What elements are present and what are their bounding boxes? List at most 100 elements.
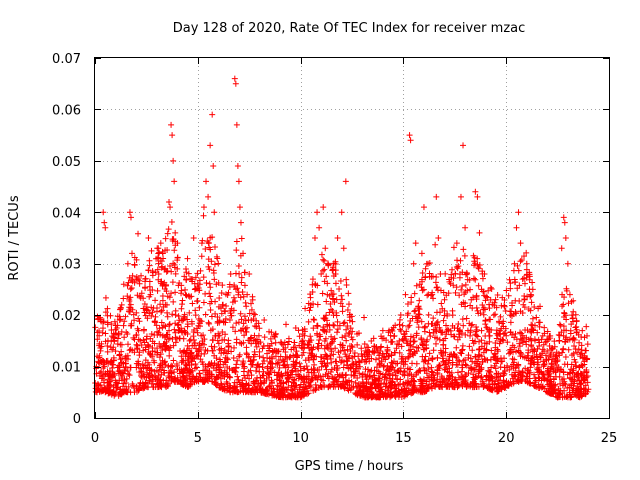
data-point (166, 199, 173, 205)
data-point (178, 359, 185, 366)
data-point (233, 238, 240, 245)
data-point (273, 388, 280, 395)
data-point (214, 255, 221, 262)
data-point (349, 328, 356, 335)
data-point (349, 336, 356, 343)
data-point (563, 327, 570, 334)
data-point (446, 353, 453, 360)
data-point (147, 352, 154, 359)
data-point (321, 266, 328, 273)
data-point (146, 374, 153, 381)
data-point (136, 293, 143, 300)
data-point (98, 388, 105, 395)
data-point (411, 290, 418, 297)
data-point (181, 273, 188, 280)
data-point (100, 209, 107, 216)
data-point (559, 291, 566, 298)
data-point (436, 383, 443, 390)
data-point (120, 360, 127, 367)
data-point (528, 343, 535, 350)
data-point (148, 330, 155, 337)
data-point (422, 265, 429, 272)
data-point (345, 301, 352, 308)
data-point (339, 296, 346, 303)
data-point (561, 339, 568, 346)
data-point (96, 332, 103, 339)
data-point (343, 326, 350, 333)
data-point (149, 348, 156, 355)
data-point (351, 372, 358, 379)
data-point (452, 270, 459, 277)
data-point (312, 386, 319, 393)
data-point (343, 276, 350, 283)
data-point (297, 363, 304, 370)
data-point (411, 308, 418, 315)
data-point (466, 343, 473, 350)
data-point (225, 343, 232, 349)
data-point (453, 240, 460, 247)
data-point (442, 349, 449, 356)
data-point (405, 347, 412, 354)
data-point (153, 381, 160, 388)
data-point (330, 312, 337, 319)
data-point (398, 353, 405, 360)
data-point (267, 382, 274, 389)
data-point (538, 377, 545, 384)
data-point (211, 244, 218, 251)
data-point (309, 276, 316, 283)
data-point (496, 330, 503, 337)
data-point (398, 328, 405, 335)
data-point (401, 388, 408, 395)
data-point (283, 321, 290, 328)
data-point (238, 235, 245, 242)
data-point (341, 347, 348, 354)
data-point (344, 362, 351, 369)
data-point (205, 263, 212, 270)
data-point (296, 333, 303, 340)
data-point (121, 334, 128, 341)
data-point (349, 344, 356, 351)
data-point (135, 230, 142, 237)
data-point (203, 367, 210, 374)
data-point (472, 188, 479, 195)
data-point (472, 276, 479, 283)
data-point (235, 319, 242, 326)
data-point (433, 284, 440, 291)
data-point (255, 361, 262, 368)
data-point (329, 307, 336, 314)
data-point (274, 361, 281, 368)
data-point (563, 285, 570, 292)
data-point (433, 193, 440, 200)
data-point (241, 332, 248, 339)
data-point (186, 293, 193, 300)
data-point (404, 340, 411, 347)
data-point (136, 369, 143, 376)
data-point (299, 327, 306, 334)
data-point (463, 315, 470, 322)
data-point (561, 219, 568, 226)
data-point (113, 381, 120, 388)
data-point (462, 281, 469, 288)
plot-frame (94, 57, 610, 419)
data-point (142, 346, 149, 353)
data-point (130, 334, 137, 341)
data-point (468, 296, 475, 303)
data-point (255, 332, 262, 339)
data-point (231, 383, 238, 390)
data-point (287, 353, 294, 360)
data-point (344, 323, 351, 330)
data-point (560, 368, 567, 375)
data-point (138, 372, 145, 379)
data-point (196, 304, 203, 311)
data-point (356, 370, 363, 377)
data-point (305, 369, 312, 376)
data-point (271, 369, 278, 376)
data-point (473, 296, 480, 303)
data-point (392, 388, 399, 395)
data-point (520, 275, 527, 282)
data-point (209, 336, 216, 343)
data-point (164, 380, 171, 387)
data-point (268, 329, 275, 336)
data-point (290, 352, 297, 359)
data-point (501, 384, 508, 391)
